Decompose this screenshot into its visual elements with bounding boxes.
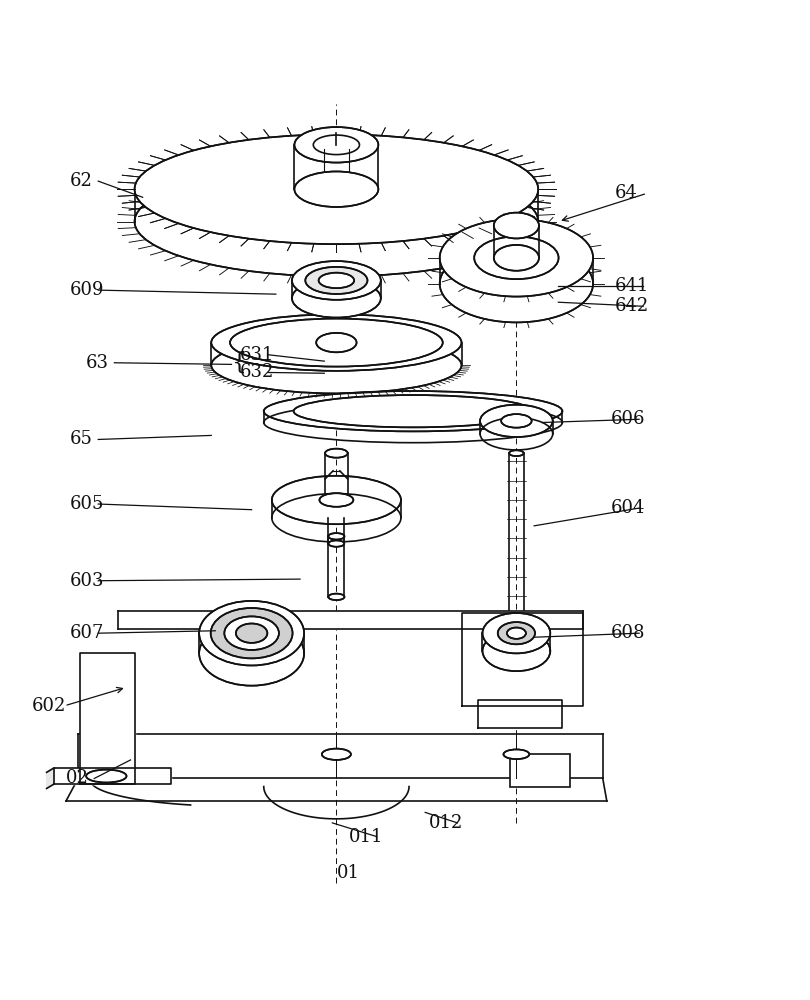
Ellipse shape [294, 171, 378, 207]
Ellipse shape [316, 333, 356, 352]
Ellipse shape [199, 601, 304, 665]
Ellipse shape [507, 628, 526, 639]
Ellipse shape [294, 127, 378, 163]
Ellipse shape [483, 631, 550, 671]
Ellipse shape [501, 414, 531, 428]
Text: 604: 604 [611, 499, 646, 517]
Ellipse shape [498, 622, 535, 644]
Polygon shape [80, 653, 134, 784]
Ellipse shape [509, 450, 523, 456]
Text: {: { [232, 351, 246, 374]
Polygon shape [118, 611, 582, 629]
Text: 606: 606 [611, 410, 646, 428]
Ellipse shape [236, 624, 267, 643]
Text: 609: 609 [70, 281, 104, 299]
Ellipse shape [134, 134, 538, 244]
Ellipse shape [322, 749, 351, 760]
Ellipse shape [264, 391, 562, 431]
Text: 65: 65 [70, 430, 93, 448]
Text: 02: 02 [66, 769, 89, 787]
Ellipse shape [224, 616, 279, 650]
Text: 64: 64 [615, 184, 637, 202]
Ellipse shape [319, 493, 353, 507]
Ellipse shape [504, 749, 529, 759]
Text: 642: 642 [615, 297, 649, 315]
Ellipse shape [494, 213, 539, 238]
Ellipse shape [440, 219, 593, 297]
FancyBboxPatch shape [510, 754, 570, 787]
Ellipse shape [211, 337, 462, 393]
Ellipse shape [199, 621, 304, 686]
Text: 011: 011 [348, 828, 383, 846]
Ellipse shape [293, 395, 532, 427]
Ellipse shape [494, 245, 539, 271]
Ellipse shape [480, 405, 552, 437]
Ellipse shape [328, 533, 344, 540]
Text: 62: 62 [70, 172, 93, 190]
Ellipse shape [134, 167, 538, 276]
Polygon shape [53, 768, 171, 784]
Polygon shape [462, 613, 582, 706]
Polygon shape [78, 734, 603, 778]
Text: 608: 608 [611, 624, 646, 642]
Ellipse shape [230, 319, 443, 367]
Ellipse shape [272, 476, 401, 524]
Ellipse shape [474, 237, 559, 279]
Text: 631: 631 [240, 346, 274, 364]
Ellipse shape [292, 279, 381, 318]
Ellipse shape [509, 644, 523, 650]
Text: 01: 01 [336, 864, 360, 882]
Polygon shape [478, 700, 562, 728]
Ellipse shape [483, 613, 550, 653]
Ellipse shape [328, 594, 344, 600]
Text: 63: 63 [86, 354, 109, 372]
Text: 605: 605 [70, 495, 104, 513]
Text: 603: 603 [70, 572, 104, 590]
Text: 607: 607 [70, 624, 104, 642]
Text: 012: 012 [429, 814, 463, 832]
Ellipse shape [211, 314, 462, 371]
Text: 602: 602 [32, 697, 66, 715]
Ellipse shape [325, 449, 347, 458]
Ellipse shape [211, 608, 292, 658]
Polygon shape [47, 768, 53, 789]
Ellipse shape [440, 245, 593, 322]
Ellipse shape [305, 267, 368, 294]
Ellipse shape [86, 770, 126, 783]
Text: 641: 641 [615, 277, 650, 295]
Ellipse shape [329, 540, 344, 547]
Ellipse shape [292, 261, 381, 300]
Ellipse shape [318, 273, 354, 288]
Text: 632: 632 [240, 363, 274, 381]
